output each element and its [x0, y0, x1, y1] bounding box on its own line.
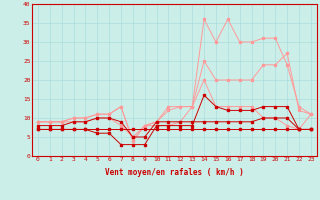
X-axis label: Vent moyen/en rafales ( km/h ): Vent moyen/en rafales ( km/h ): [105, 168, 244, 177]
